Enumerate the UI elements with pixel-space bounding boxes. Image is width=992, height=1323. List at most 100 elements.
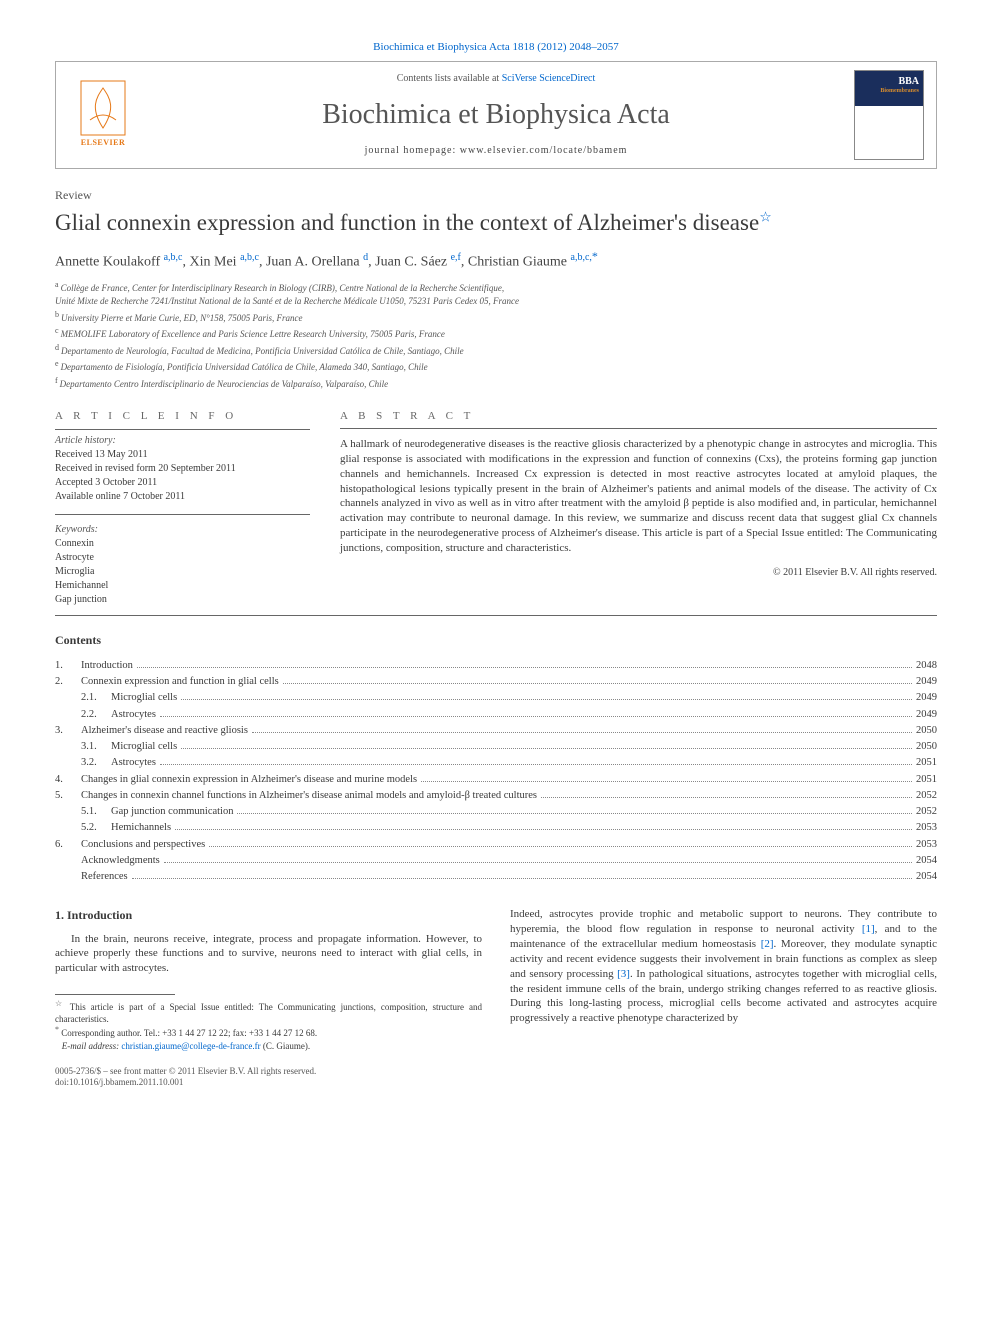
toc-row: 2.2.Astrocytes 2049 — [55, 707, 937, 723]
toc-leader — [209, 846, 912, 847]
body-column-left: 1. Introduction In the brain, neurons re… — [55, 907, 482, 1089]
body-paragraph: In the brain, neurons receive, integrate… — [55, 932, 482, 977]
toc-leader — [137, 667, 912, 668]
keyword: Gap junction — [55, 593, 310, 607]
body-paragraph: Indeed, astrocytes provide trophic and m… — [510, 907, 937, 1026]
article-info-heading: A R T I C L E I N F O — [55, 409, 310, 424]
doi-line: doi:10.1016/j.bbamem.2011.10.001 — [55, 1077, 482, 1089]
cover-subtitle: Biomembranes — [880, 87, 919, 95]
history-line: Accepted 3 October 2011 — [55, 476, 310, 490]
footnote-star: ☆ This article is part of a Special Issu… — [55, 999, 482, 1025]
affiliation-line: c MEMOLIFE Laboratory of Excellence and … — [55, 325, 937, 342]
toc-leader — [283, 683, 912, 684]
abstract-text: A hallmark of neurodegenerative diseases… — [340, 437, 937, 556]
toc-number: 6. — [55, 837, 81, 853]
email-link[interactable]: christian.giaume@college-de-france.fr — [121, 1041, 260, 1051]
affiliation-line: a Collège de France, Center for Interdis… — [55, 279, 937, 296]
toc-label: Microglial cells — [111, 690, 177, 706]
toc-row: 5.1.Gap junction communication 2052 — [55, 804, 937, 820]
toc-row: 5.2.Hemichannels2053 — [55, 820, 937, 836]
toc-page: 2053 — [916, 837, 937, 853]
toc-leader — [181, 748, 912, 749]
toc-number: 2.1. — [81, 690, 111, 706]
toc-row: 5.Changes in connexin channel functions … — [55, 788, 937, 804]
journal-name: Biochimica et Biophysica Acta — [148, 96, 844, 134]
footnotes: ☆ This article is part of a Special Issu… — [55, 999, 482, 1052]
publisher-logo: ELSEVIER — [68, 75, 138, 155]
toc-number: 2.2. — [81, 707, 111, 723]
toc-number: 5. — [55, 788, 81, 804]
toc-label: Astrocytes — [111, 707, 156, 723]
toc-leader — [160, 764, 912, 765]
author-affiliation-ref: a,b,c — [164, 252, 183, 263]
footnote-email: E-mail address: christian.giaume@college… — [55, 1040, 482, 1052]
toc-label: Alzheimer's disease and reactive gliosis — [81, 723, 248, 739]
running-head-link[interactable]: Biochimica et Biophysica Acta 1818 (2012… — [373, 41, 619, 53]
toc-leader — [132, 878, 912, 879]
toc-page: 2052 — [916, 804, 937, 820]
toc-row: References 2054 — [55, 869, 937, 885]
toc-page: 2049 — [916, 690, 937, 706]
toc-label: References — [81, 869, 128, 885]
affiliation-line: f Departamento Centro Interdisciplinario… — [55, 375, 937, 392]
article-info-panel: A R T I C L E I N F O Article history: R… — [55, 409, 310, 606]
history-line: Received 13 May 2011 — [55, 448, 310, 462]
author-affiliation-ref: a,b,c, — [571, 252, 592, 263]
history-label: Article history: — [55, 434, 310, 448]
affiliation-list: a Collège de France, Center for Interdis… — [55, 279, 937, 392]
author-name: , Juan A. Orellana — [259, 255, 363, 270]
author-name: , Christian Giaume — [461, 255, 571, 270]
toc-leader — [160, 716, 912, 717]
toc-leader — [181, 699, 912, 700]
publisher-name: ELSEVIER — [81, 138, 125, 149]
contents-list-line: Contents lists available at SciVerse Sci… — [148, 72, 844, 86]
keyword: Hemichannel — [55, 579, 310, 593]
sciencedirect-link[interactable]: SciVerse ScienceDirect — [502, 73, 596, 84]
divider — [55, 615, 937, 616]
toc-label: Microglial cells — [111, 739, 177, 755]
toc-leader — [252, 732, 912, 733]
author-affiliation-ref: e,f — [451, 252, 461, 263]
toc-row: 6.Conclusions and perspectives 2053 — [55, 837, 937, 853]
toc-page: 2048 — [916, 658, 937, 674]
toc-label: Conclusions and perspectives — [81, 837, 205, 853]
abstract-heading: A B S T R A C T — [340, 409, 937, 424]
toc-number: 3.2. — [81, 755, 111, 771]
toc-leader — [541, 797, 912, 798]
toc-number: 2. — [55, 674, 81, 690]
title-footnote-icon: ☆ — [759, 210, 772, 225]
table-of-contents: 1.Introduction20482.Connexin expression … — [55, 658, 937, 886]
keyword: Connexin — [55, 537, 310, 551]
footnote-corresponding: * Corresponding author. Tel.: +33 1 44 2… — [55, 1025, 482, 1039]
history-line: Available online 7 October 2011 — [55, 490, 310, 504]
toc-label: Changes in connexin channel functions in… — [81, 788, 537, 804]
toc-page: 2054 — [916, 869, 937, 885]
toc-number: 1. — [55, 658, 81, 674]
toc-label: Introduction — [81, 658, 133, 674]
citation-link[interactable]: [3] — [617, 968, 630, 980]
toc-leader — [175, 829, 912, 830]
keyword: Astrocyte — [55, 551, 310, 565]
toc-row: 3.1.Microglial cells2050 — [55, 739, 937, 755]
toc-number: 3.1. — [81, 739, 111, 755]
journal-header: ELSEVIER Contents lists available at Sci… — [55, 61, 937, 169]
author-name: Annette Koulakoff — [55, 255, 164, 270]
citation-link[interactable]: [1] — [862, 923, 875, 935]
citation-link[interactable]: [2] — [761, 938, 774, 950]
front-matter-meta: 0005-2736/$ – see front matter © 2011 El… — [55, 1066, 482, 1089]
toc-page: 2052 — [916, 788, 937, 804]
toc-row: 3.2.Astrocytes2051 — [55, 755, 937, 771]
toc-number: 3. — [55, 723, 81, 739]
history-line: Received in revised form 20 September 20… — [55, 462, 310, 476]
toc-number: 4. — [55, 772, 81, 788]
toc-label: Acknowledgments — [81, 853, 160, 869]
toc-leader — [164, 862, 912, 863]
toc-label: Gap junction communication — [111, 804, 233, 820]
abstract-copyright: © 2011 Elsevier B.V. All rights reserved… — [340, 566, 937, 580]
toc-row: 1.Introduction 2048 — [55, 658, 937, 674]
body-column-right: Indeed, astrocytes provide trophic and m… — [510, 907, 937, 1089]
toc-page: 2054 — [916, 853, 937, 869]
author-list: Annette Koulakoff a,b,c, Xin Mei a,b,c, … — [55, 248, 937, 273]
toc-page: 2049 — [916, 707, 937, 723]
toc-number: 5.1. — [81, 804, 111, 820]
